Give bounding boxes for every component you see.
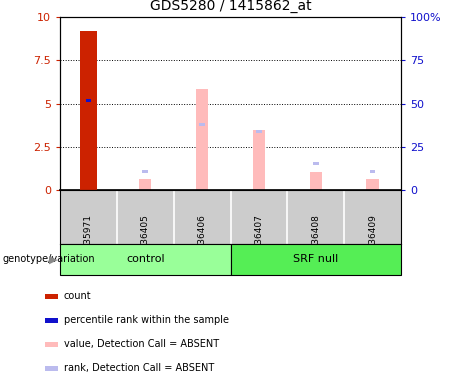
Bar (45, 318, 58, 323)
Text: control: control (126, 254, 165, 264)
Text: GSM335971: GSM335971 (84, 214, 93, 269)
Bar (313, 162, 319, 165)
Bar (253, 131, 265, 190)
Bar (370, 170, 375, 173)
Text: genotype/variation: genotype/variation (2, 254, 95, 264)
Bar (230, 244, 401, 275)
Bar (45, 293, 58, 299)
Bar (196, 89, 208, 190)
Text: GSM336405: GSM336405 (141, 214, 150, 269)
Text: count: count (64, 291, 92, 301)
Text: GSM336409: GSM336409 (368, 214, 377, 269)
Text: rank, Detection Call = ABSENT: rank, Detection Call = ABSENT (64, 363, 214, 373)
Bar (366, 179, 379, 190)
Text: SRF null: SRF null (293, 254, 338, 264)
Bar (139, 179, 152, 190)
Bar (309, 172, 322, 190)
Text: GSM336408: GSM336408 (311, 214, 320, 269)
Text: GSM336406: GSM336406 (198, 214, 207, 269)
Text: percentile rank within the sample: percentile rank within the sample (64, 315, 229, 325)
Text: value, Detection Call = ABSENT: value, Detection Call = ABSENT (64, 339, 219, 349)
Bar (45, 366, 58, 371)
Text: ▶: ▶ (49, 254, 58, 264)
Title: GDS5280 / 1415862_at: GDS5280 / 1415862_at (150, 0, 311, 13)
Text: GSM336407: GSM336407 (254, 214, 263, 269)
Bar (256, 130, 262, 133)
Bar (60, 244, 230, 275)
Bar (199, 123, 205, 126)
Bar (80, 31, 97, 190)
Bar (86, 99, 91, 102)
Bar (45, 341, 58, 347)
Bar (142, 170, 148, 173)
